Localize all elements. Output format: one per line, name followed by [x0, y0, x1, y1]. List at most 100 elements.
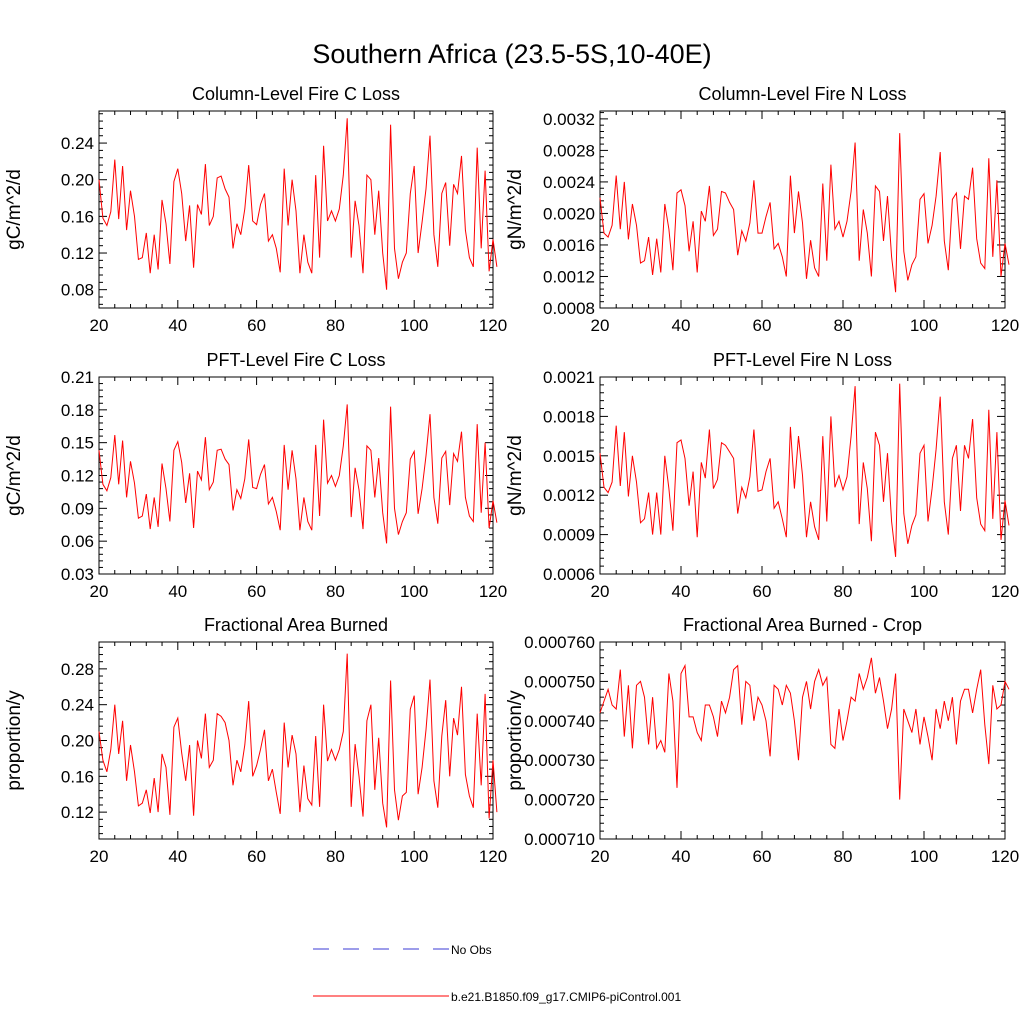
x-tick-label: 20	[90, 582, 109, 601]
y-tick-label: 0.0012	[543, 486, 595, 505]
panel-3: PFT-Level Fire C Loss gC/m^2/d 20 40 60 80 100…	[4, 350, 507, 601]
y-axis-label: gN/m^2/d	[505, 435, 526, 516]
y-tick-label: 0.09	[61, 499, 94, 518]
y-tick-label: 0.12	[61, 467, 94, 486]
x-tick-label: 60	[753, 847, 772, 866]
x-tick-label: 40	[672, 847, 691, 866]
y-tick-label: 0.24	[61, 696, 94, 715]
panel-4: PFT-Level Fire N Loss gN/m^2/d 20 40 60 80 100…	[505, 350, 1019, 601]
y-tick-label: 0.16	[61, 207, 94, 226]
panel-title: Column-Level Fire C Loss	[192, 84, 400, 104]
x-tick-label: 120	[479, 847, 507, 866]
y-tick-label: 0.03	[61, 565, 94, 584]
panel-2: Column-Level Fire N Loss gN/m^2/d 20 40 60 80…	[505, 84, 1019, 335]
x-tick-label: 100	[400, 316, 428, 335]
y-tick-label: 0.000730	[524, 751, 595, 770]
x-tick-label: 120	[479, 582, 507, 601]
y-axis-label: proportion/y	[505, 690, 526, 791]
y-tick-label: 0.06	[61, 532, 94, 551]
x-tick-label: 60	[247, 582, 266, 601]
legend-label-model: b.e21.B1850.f09_g17.CMIP6-piControl.001	[451, 990, 681, 1004]
y-tick-label: 0.0008	[543, 299, 595, 318]
y-tick-label: 0.0028	[543, 141, 595, 160]
x-tick-label: 80	[834, 582, 853, 601]
x-tick-label: 100	[910, 582, 938, 601]
main-title: Southern Africa (23.5-5S,10-40E)	[312, 39, 711, 69]
x-tick-label: 20	[591, 316, 610, 335]
x-tick-label: 100	[910, 316, 938, 335]
series-line-model	[98, 118, 498, 290]
panel-title: Fractional Area Burned - Crop	[683, 615, 922, 635]
y-tick-label: 0.0032	[543, 110, 595, 129]
x-tick-label: 20	[591, 582, 610, 601]
series-line-model	[98, 653, 498, 828]
y-tick-label: 0.0016	[543, 236, 595, 255]
y-tick-label: 0.000760	[524, 633, 595, 652]
y-tick-label: 0.08	[61, 281, 94, 300]
x-tick-label: 120	[479, 316, 507, 335]
panel-5: Fractional Area Burned proportion/y 20 40 60…	[4, 615, 507, 866]
y-tick-label: 0.21	[61, 368, 94, 387]
panel-1: Column-Level Fire C Loss gC/m^2/d 20 40 60 80…	[4, 84, 507, 335]
legend-entry-model: b.e21.B1850.f09_g17.CMIP6-piControl.001	[313, 990, 681, 1004]
y-tick-label: 0.000710	[524, 830, 595, 849]
panel-6: Fractional Area Burned - Crop proportion/…	[505, 615, 1019, 866]
panel-title: PFT-Level Fire C Loss	[206, 350, 385, 370]
x-tick-label: 120	[991, 582, 1019, 601]
legend-entry-obs: No Obs	[313, 943, 492, 957]
y-tick-label: 0.000750	[524, 672, 595, 691]
x-tick-label: 40	[168, 847, 187, 866]
y-tick-label: 0.0006	[543, 565, 595, 584]
y-tick-label: 0.0021	[543, 368, 595, 387]
panel-title: PFT-Level Fire N Loss	[713, 350, 892, 370]
y-tick-label: 0.0018	[543, 407, 595, 426]
x-tick-label: 20	[591, 847, 610, 866]
x-tick-label: 120	[991, 847, 1019, 866]
x-tick-label: 80	[834, 847, 853, 866]
x-tick-label: 40	[672, 582, 691, 601]
x-tick-label: 60	[247, 847, 266, 866]
y-tick-label: 0.20	[61, 171, 94, 190]
series-line-model	[599, 133, 1010, 293]
x-tick-label: 20	[90, 847, 109, 866]
plot-frame	[599, 376, 1006, 575]
y-axis-label: gN/m^2/d	[505, 169, 526, 250]
y-tick-label: 0.0009	[543, 526, 595, 545]
plot-frame	[599, 110, 1006, 309]
x-tick-label: 60	[753, 316, 772, 335]
x-tick-label: 80	[326, 582, 345, 601]
plot-frame	[599, 641, 1006, 840]
panel-title: Fractional Area Burned	[204, 615, 388, 635]
y-tick-label: 0.24	[61, 134, 94, 153]
x-tick-label: 40	[672, 316, 691, 335]
x-tick-label: 120	[991, 316, 1019, 335]
y-tick-label: 0.15	[61, 434, 94, 453]
y-axis-label: proportion/y	[4, 690, 25, 791]
y-axis-label: gC/m^2/d	[4, 169, 25, 250]
x-tick-label: 40	[168, 316, 187, 335]
y-tick-label: 0.000740	[524, 712, 595, 731]
y-tick-label: 0.000720	[524, 791, 595, 810]
y-tick-label: 0.28	[61, 660, 94, 679]
legend: No Obs b.e21.B1850.f09_g17.CMIP6-piContr…	[313, 943, 681, 1004]
x-tick-label: 80	[326, 847, 345, 866]
y-axis-label: gC/m^2/d	[4, 435, 25, 516]
panels: Column-Level Fire C Loss gC/m^2/d 20 40 60 80…	[4, 84, 1019, 866]
legend-label-obs: No Obs	[451, 943, 492, 957]
x-tick-label: 80	[834, 316, 853, 335]
x-tick-label: 40	[168, 582, 187, 601]
x-tick-label: 60	[247, 316, 266, 335]
y-tick-label: 0.0020	[543, 204, 595, 223]
y-tick-label: 0.12	[61, 803, 94, 822]
y-tick-label: 0.12	[61, 244, 94, 263]
x-tick-label: 60	[753, 582, 772, 601]
x-tick-label: 100	[910, 847, 938, 866]
y-tick-label: 0.0015	[543, 447, 595, 466]
panel-title: Column-Level Fire N Loss	[698, 84, 906, 104]
x-tick-label: 100	[400, 582, 428, 601]
y-tick-label: 0.0012	[543, 267, 595, 286]
y-tick-label: 0.0024	[543, 173, 595, 192]
y-tick-label: 0.16	[61, 767, 94, 786]
x-tick-label: 80	[326, 316, 345, 335]
